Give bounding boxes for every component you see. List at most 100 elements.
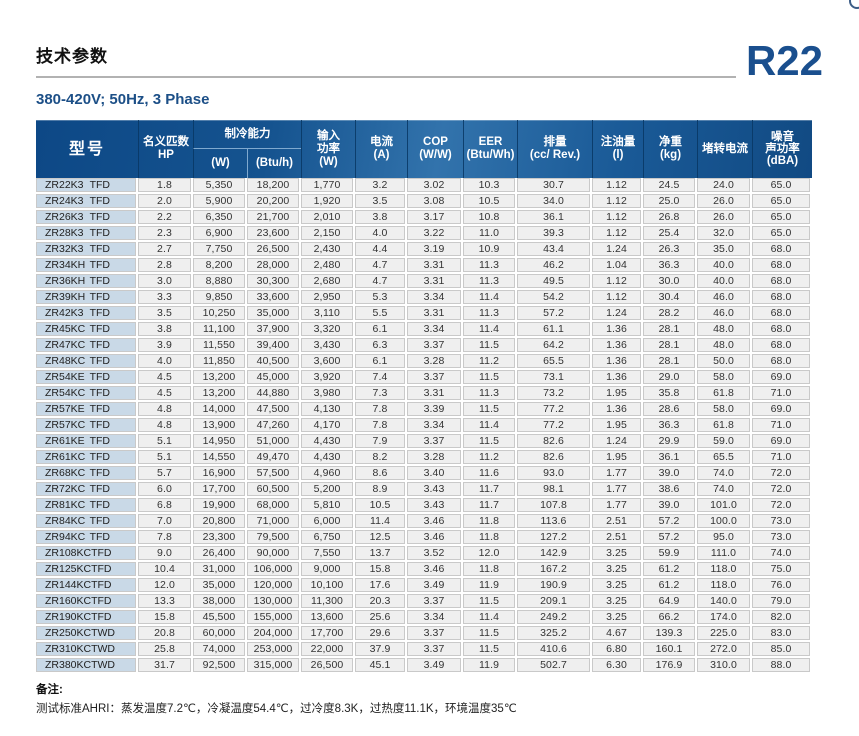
model-cell: ZR250KC TWD [36, 626, 138, 642]
value-cell: 167.2 [517, 562, 592, 578]
value-cell: 13.7 [355, 546, 407, 562]
model-number: ZR36KH [45, 275, 86, 287]
motor-type: TFD [89, 339, 110, 351]
table-row: ZR144KC TFD 12.0 35,000 120,000 10,100 17.6 3.4… [36, 578, 812, 594]
value-cell: 28.1 [643, 322, 697, 338]
value-cell: 272.0 [697, 642, 752, 658]
value-cell: 410.6 [517, 642, 592, 658]
value-cell: 92,500 [193, 658, 247, 674]
value-cell: 68.0 [752, 258, 812, 274]
motor-type: TFD [91, 547, 112, 559]
motor-type: TFD [89, 179, 110, 191]
value-cell: 160.1 [643, 642, 697, 658]
table-row: ZR125KC TFD 10.4 31,000 106,000 9,000 15.8 3.46… [36, 562, 812, 578]
table-row: ZR22K3 TFD 1.8 5,350 18,200 1,770 3.2 3.02 10.3 3… [36, 178, 812, 194]
value-cell: 13,200 [193, 370, 247, 386]
value-cell: 3.28 [407, 450, 463, 466]
value-cell: 3.25 [592, 546, 643, 562]
value-cell: 26,500 [247, 242, 301, 258]
value-cell: 82.6 [517, 450, 592, 466]
value-cell: 3.49 [407, 658, 463, 674]
value-cell: 11.5 [463, 402, 517, 418]
value-cell: 11,300 [301, 594, 355, 610]
model-number: ZR28K3 [45, 227, 84, 239]
value-cell: 68.0 [752, 242, 812, 258]
value-cell: 11.9 [463, 578, 517, 594]
value-cell: 22,000 [301, 642, 355, 658]
value-cell: 7.8 [138, 530, 193, 546]
value-cell: 142.9 [517, 546, 592, 562]
table-row: ZR81KC TFD 6.8 19,900 68,000 5,810 10.5 3.43 11.… [36, 498, 812, 514]
value-cell: 1.12 [592, 226, 643, 242]
value-cell: 29.0 [643, 370, 697, 386]
value-cell: 48.0 [697, 338, 752, 354]
value-cell: 33,600 [247, 290, 301, 306]
value-cell: 10.4 [138, 562, 193, 578]
value-cell: 17,700 [301, 626, 355, 642]
model-cell: ZR72KC TFD [36, 482, 138, 498]
value-cell: 7.3 [355, 386, 407, 402]
value-cell: 71.0 [752, 418, 812, 434]
value-cell: 82.6 [517, 434, 592, 450]
value-cell: 28,000 [247, 258, 301, 274]
value-cell: 3.46 [407, 514, 463, 530]
motor-type: TFD [89, 467, 110, 479]
model-number: ZR94KC [45, 531, 86, 543]
value-cell: 100.0 [697, 514, 752, 530]
value-cell: 82.0 [752, 610, 812, 626]
table-row: ZR34KH TFD 2.8 8,200 28,000 2,480 4.7 3.31 11.3 4… [36, 258, 812, 274]
model-number: ZR54KC [45, 387, 86, 399]
model-cell: ZR310KC TWD [36, 642, 138, 658]
refrigerant-label: R22 [745, 36, 823, 84]
value-cell: 3.39 [407, 402, 463, 418]
value-cell: 65.0 [752, 210, 812, 226]
col-header-cooling-capacity: 制冷能力 [193, 120, 301, 148]
value-cell: 38.6 [643, 482, 697, 498]
value-cell: 35.8 [643, 386, 697, 402]
model-number: ZR108KC [45, 547, 92, 559]
value-cell: 11,100 [193, 322, 247, 338]
value-cell: 28.6 [643, 402, 697, 418]
value-cell: 10.5 [463, 194, 517, 210]
value-cell: 43.4 [517, 242, 592, 258]
value-cell: 3.43 [407, 498, 463, 514]
value-cell: 13,600 [301, 610, 355, 626]
motor-type: TFD [89, 403, 110, 415]
value-cell: 71,000 [247, 514, 301, 530]
table-row: ZR54KC TFD 4.5 13,200 44,880 3,980 7.3 3.31 11.3… [36, 386, 812, 402]
motor-type: TFD [89, 387, 110, 399]
value-cell: 3.37 [407, 594, 463, 610]
value-cell: 46.0 [697, 306, 752, 322]
value-cell: 36.3 [643, 258, 697, 274]
value-cell: 65.0 [752, 178, 812, 194]
value-cell: 107.8 [517, 498, 592, 514]
value-cell: 10.3 [463, 178, 517, 194]
value-cell: 65.0 [752, 226, 812, 242]
value-cell: 19,900 [193, 498, 247, 514]
col-header-cooling-w: (W) [193, 148, 247, 178]
value-cell: 69.0 [752, 402, 812, 418]
value-cell: 2,010 [301, 210, 355, 226]
value-cell: 26,400 [193, 546, 247, 562]
value-cell: 6.80 [592, 642, 643, 658]
value-cell: 10.9 [463, 242, 517, 258]
value-cell: 11.5 [463, 626, 517, 642]
col-header-displacement: 排量 (cc/ Rev.) [517, 120, 592, 178]
motor-type: TWD [91, 627, 116, 639]
value-cell: 14,550 [193, 450, 247, 466]
motor-type: TFD [91, 595, 112, 607]
value-cell: 2,680 [301, 274, 355, 290]
value-cell: 190.9 [517, 578, 592, 594]
table-row: ZR310KC TWD 25.8 74,000 253,000 22,000 37.9 3.3… [36, 642, 812, 658]
value-cell: 73.2 [517, 386, 592, 402]
value-cell: 3.46 [407, 562, 463, 578]
model-cell: ZR144KC TFD [36, 578, 138, 594]
model-number: ZR310KC [45, 643, 92, 655]
col-header-locked-rotor-current: 堵转电流 [697, 120, 752, 178]
value-cell: 83.0 [752, 626, 812, 642]
value-cell: 3.31 [407, 386, 463, 402]
motor-type: TFD [89, 435, 110, 447]
value-cell: 4,430 [301, 450, 355, 466]
value-cell: 3,920 [301, 370, 355, 386]
value-cell: 4.7 [355, 274, 407, 290]
